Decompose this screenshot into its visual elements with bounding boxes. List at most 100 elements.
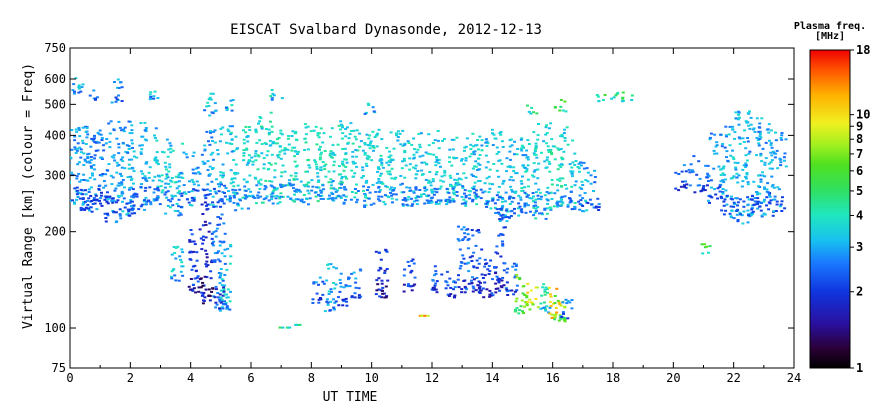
echo-point (756, 207, 760, 210)
echo-point (173, 274, 177, 277)
echo-point (493, 206, 497, 209)
echo-point (117, 94, 120, 97)
echo-point (534, 153, 538, 156)
echo-point (732, 201, 736, 204)
echo-point (783, 207, 787, 210)
echo-point (155, 197, 159, 200)
echo-point (471, 132, 475, 135)
echo-point (498, 289, 502, 292)
echo-point (389, 154, 393, 157)
echo-point (525, 294, 529, 297)
echo-point (232, 185, 236, 188)
echo-point (464, 194, 468, 197)
x-axis-label: UT TIME (323, 390, 378, 405)
echo-point (523, 167, 527, 169)
y-tick-label: 100 (44, 321, 66, 335)
echo-point (320, 151, 323, 154)
echo-point (75, 175, 79, 178)
echo-point (233, 173, 237, 176)
echo-point (486, 201, 490, 204)
echo-point (160, 174, 164, 177)
echo-point (461, 186, 465, 189)
echo-point (192, 196, 196, 199)
echo-point (411, 203, 415, 206)
echo-point (354, 155, 358, 158)
echo-point (439, 185, 443, 188)
echo-point (394, 132, 398, 135)
echo-point (549, 305, 553, 307)
echo-point (339, 186, 343, 189)
echo-point (149, 203, 153, 206)
echo-point (77, 91, 81, 94)
echo-point (258, 116, 262, 118)
echo-point (497, 196, 501, 199)
echo-point (543, 301, 546, 304)
echo-cluster (525, 282, 540, 311)
echo-point (117, 184, 121, 187)
echo-point (401, 144, 405, 147)
echo-point (610, 97, 614, 100)
echo-point (402, 274, 406, 277)
echo-point (321, 280, 325, 283)
echo-point (437, 162, 441, 165)
echo-point (92, 197, 96, 199)
echo-point (423, 185, 427, 188)
echo-point (312, 282, 316, 285)
echo-point (218, 140, 222, 143)
echo-point (446, 201, 450, 203)
echo-point (425, 163, 429, 166)
echo-point (98, 184, 102, 187)
echo-point (471, 198, 475, 201)
echo-point (77, 127, 81, 129)
echo-point (566, 205, 570, 208)
echo-point (434, 272, 438, 275)
echo-point (741, 137, 745, 140)
echo-point (532, 205, 536, 207)
echo-point (773, 156, 777, 159)
echo-point (178, 212, 182, 215)
echo-point (545, 142, 548, 145)
echo-point (478, 135, 482, 138)
echo-point (500, 279, 504, 282)
echo-point (132, 182, 135, 185)
echo-point (104, 217, 108, 219)
echo-point (236, 202, 240, 205)
echo-point (452, 192, 456, 194)
echo-point (70, 137, 71, 140)
echo-point (314, 195, 318, 198)
echo-point (164, 212, 168, 215)
echo-point (539, 198, 543, 201)
echo-point (114, 96, 118, 99)
echo-point (770, 146, 774, 149)
echo-point (220, 306, 224, 309)
echo-point (768, 195, 772, 198)
echo-point (110, 155, 114, 158)
echo-point (526, 104, 529, 107)
echo-point (67, 189, 70, 191)
echo-point (123, 126, 127, 129)
echo-point (497, 278, 501, 280)
echo-point (630, 99, 634, 101)
echo-point (207, 288, 211, 291)
echo-point (379, 157, 383, 160)
echo-point (474, 197, 478, 200)
echo-point (435, 291, 439, 294)
echo-point (115, 161, 119, 164)
echo-point (560, 316, 564, 318)
echo-point (330, 127, 334, 130)
echo-point (375, 182, 379, 184)
echo-point (230, 143, 234, 145)
echo-point (278, 197, 282, 200)
echo-point (546, 145, 550, 148)
echo-point (523, 202, 527, 205)
echo-point (286, 184, 290, 187)
echo-point (778, 205, 782, 208)
echo-point (329, 187, 333, 190)
echo-point (560, 195, 564, 198)
echo-point (569, 191, 573, 193)
echo-point (612, 96, 616, 99)
echo-point (470, 152, 474, 155)
echo-point (235, 192, 239, 195)
echo-point (450, 199, 454, 202)
echo-point (273, 169, 277, 172)
